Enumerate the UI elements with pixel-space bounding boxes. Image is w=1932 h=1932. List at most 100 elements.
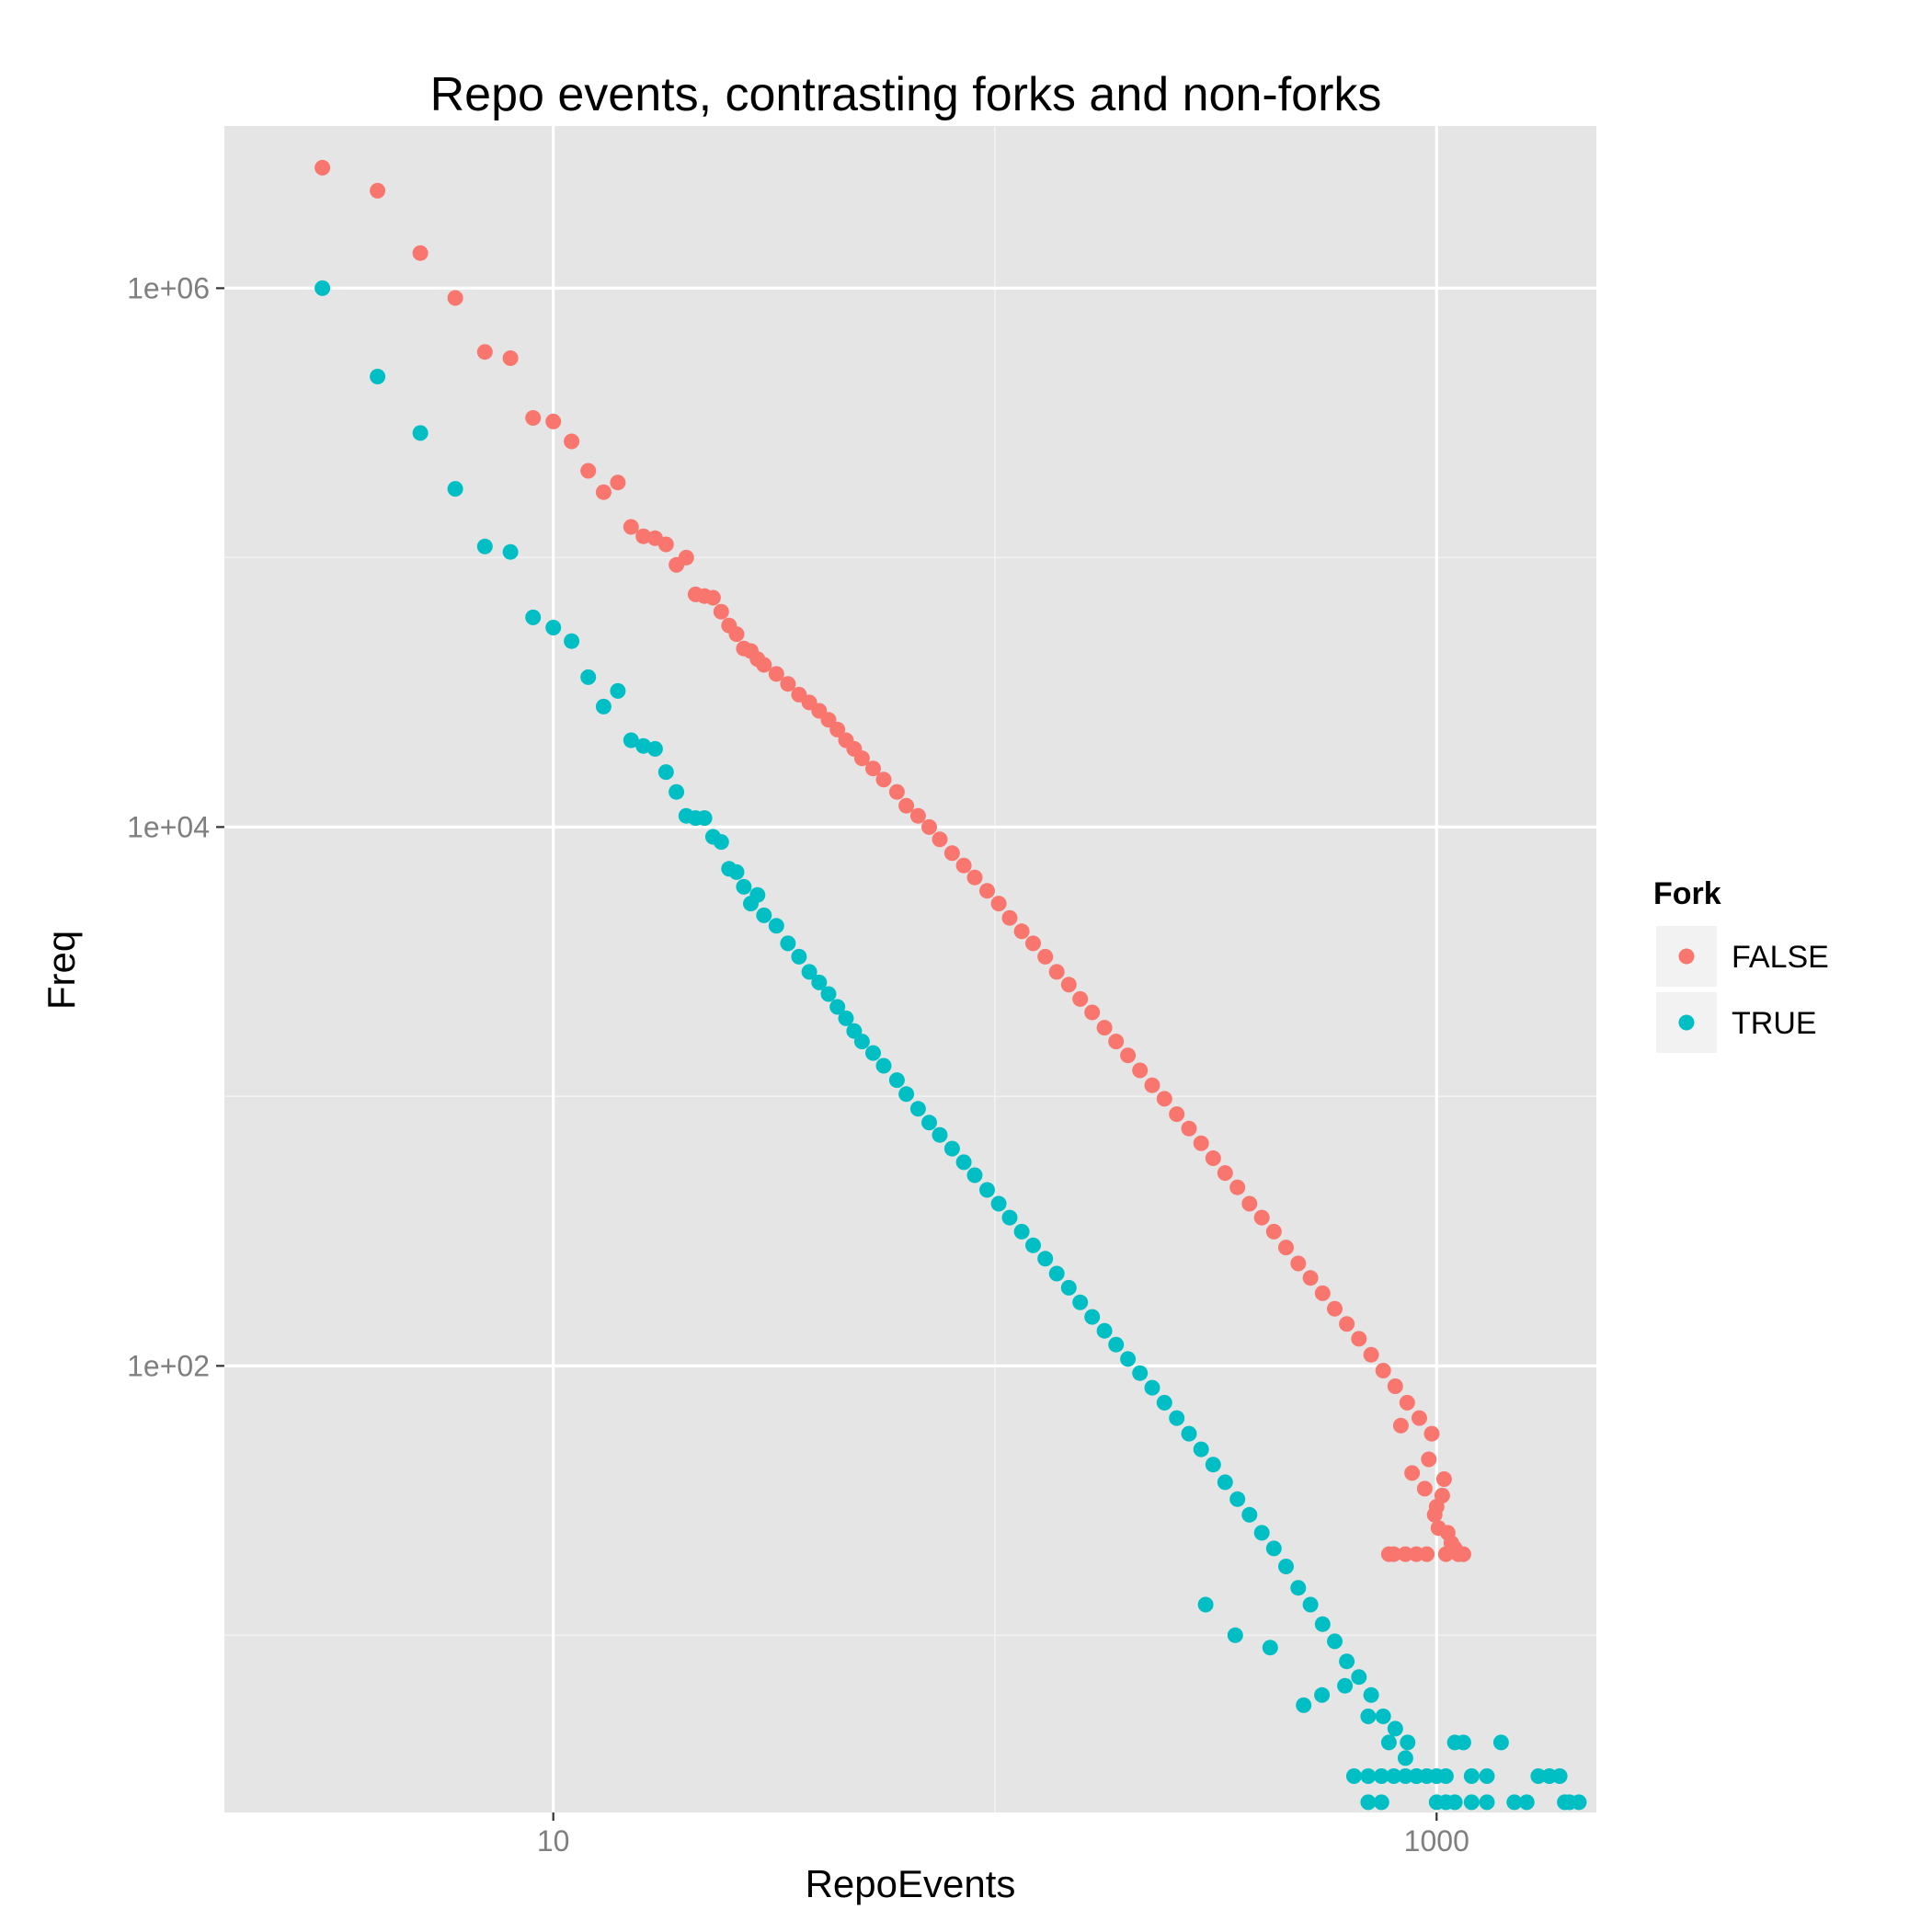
data-point-false	[1060, 977, 1077, 993]
data-point-true	[990, 1195, 1007, 1212]
y-axis: 1e+02 1e+04 1e+06	[127, 271, 224, 1382]
data-point-true	[1446, 1794, 1463, 1811]
data-point-true	[1463, 1794, 1480, 1811]
data-point-false	[768, 666, 784, 682]
data-point-false	[704, 589, 721, 606]
data-point-false	[1096, 1020, 1113, 1036]
data-point-false	[1048, 964, 1065, 980]
data-point-true	[1360, 1768, 1377, 1784]
data-point-true	[1096, 1322, 1113, 1339]
data-point-true	[1013, 1223, 1030, 1240]
y-axis-title: Freq	[40, 931, 83, 1010]
data-point-false	[1387, 1378, 1403, 1394]
data-point-false	[635, 528, 652, 544]
data-point-false	[756, 657, 772, 673]
data-point-true	[1144, 1379, 1160, 1396]
data-point-true	[1455, 1734, 1471, 1751]
data-point-true	[1302, 1596, 1319, 1613]
data-point-true	[838, 1010, 854, 1026]
data-point-false	[595, 484, 612, 500]
data-point-false	[1419, 1546, 1435, 1562]
data-point-false	[728, 626, 745, 643]
data-point-true	[979, 1182, 995, 1198]
data-point-false	[1001, 909, 1018, 926]
x-axis-title: RepoEvents	[806, 1862, 1016, 1905]
data-point-true	[756, 907, 772, 923]
data-point-false	[1241, 1195, 1258, 1212]
data-point-true	[370, 369, 386, 384]
data-point-true	[1373, 1768, 1389, 1784]
data-point-false	[545, 413, 562, 429]
data-point-false	[909, 807, 926, 824]
data-point-false	[1265, 1223, 1282, 1240]
data-point-false	[1339, 1316, 1355, 1332]
data-point-false	[1072, 990, 1089, 1007]
data-point-false	[865, 760, 881, 777]
data-point-false	[1416, 1480, 1433, 1497]
data-point-true	[646, 740, 663, 757]
legend-title: Fork	[1653, 876, 1721, 911]
data-point-false	[932, 831, 948, 848]
data-point-true	[1571, 1794, 1587, 1811]
data-point-false	[853, 750, 870, 767]
data-point-true	[1314, 1616, 1331, 1632]
data-point-true	[1373, 1794, 1389, 1811]
data-point-false	[502, 350, 519, 366]
data-point-true	[1181, 1425, 1197, 1442]
data-point-true	[1397, 1750, 1413, 1766]
data-point-false	[1455, 1546, 1471, 1562]
data-point-true	[1229, 1491, 1246, 1507]
data-point-true	[820, 986, 837, 1002]
data-point-true	[909, 1101, 926, 1117]
legend: Fork FALSE TRUE	[1653, 876, 1829, 1055]
data-point-false	[955, 857, 972, 874]
data-point-true	[1375, 1709, 1391, 1724]
data-point-false	[1437, 1546, 1454, 1562]
data-point-true	[749, 886, 766, 903]
data-point-true	[1397, 1768, 1413, 1784]
data-point-true	[1001, 1209, 1018, 1226]
x-axis: 10 1000	[537, 1812, 1469, 1858]
data-point-false	[412, 245, 429, 261]
data-point-false	[1108, 1034, 1125, 1050]
data-point-true	[1037, 1251, 1054, 1267]
data-point-true	[696, 810, 713, 827]
data-point-true	[1265, 1540, 1282, 1557]
y-tick-label: 1e+02	[127, 1349, 210, 1382]
data-point-false	[1386, 1546, 1402, 1562]
data-point-true	[801, 964, 817, 980]
data-point-true	[1108, 1336, 1125, 1353]
legend-swatch-false	[1678, 948, 1695, 965]
data-point-false	[580, 463, 597, 479]
data-point-false	[1217, 1165, 1233, 1182]
data-point-false	[979, 883, 995, 899]
data-point-false	[1397, 1546, 1413, 1562]
data-point-false	[1412, 1410, 1427, 1426]
data-points	[314, 159, 1587, 1811]
data-point-true	[1327, 1633, 1343, 1650]
data-point-true	[1518, 1794, 1535, 1811]
data-point-true	[1253, 1525, 1270, 1541]
data-point-true	[1278, 1559, 1294, 1574]
data-point-false	[1156, 1091, 1172, 1107]
data-point-true	[635, 737, 652, 754]
data-point-false	[564, 433, 580, 450]
data-point-false	[1375, 1363, 1391, 1378]
data-point-true	[564, 633, 580, 649]
data-point-false	[610, 474, 626, 491]
data-point-true	[595, 698, 612, 714]
data-point-true	[768, 918, 784, 934]
data-point-false	[780, 676, 796, 692]
data-point-false	[476, 344, 493, 360]
data-point-true	[791, 948, 807, 965]
data-point-false	[1132, 1062, 1149, 1079]
data-point-false	[447, 290, 463, 306]
data-point-true	[1193, 1441, 1209, 1458]
data-point-false	[1302, 1270, 1319, 1286]
data-point-true	[669, 783, 685, 800]
data-point-true	[921, 1115, 937, 1131]
data-point-false	[829, 721, 846, 737]
data-point-true	[1360, 1709, 1377, 1724]
data-point-false	[1181, 1120, 1197, 1137]
data-point-false	[1404, 1465, 1421, 1481]
